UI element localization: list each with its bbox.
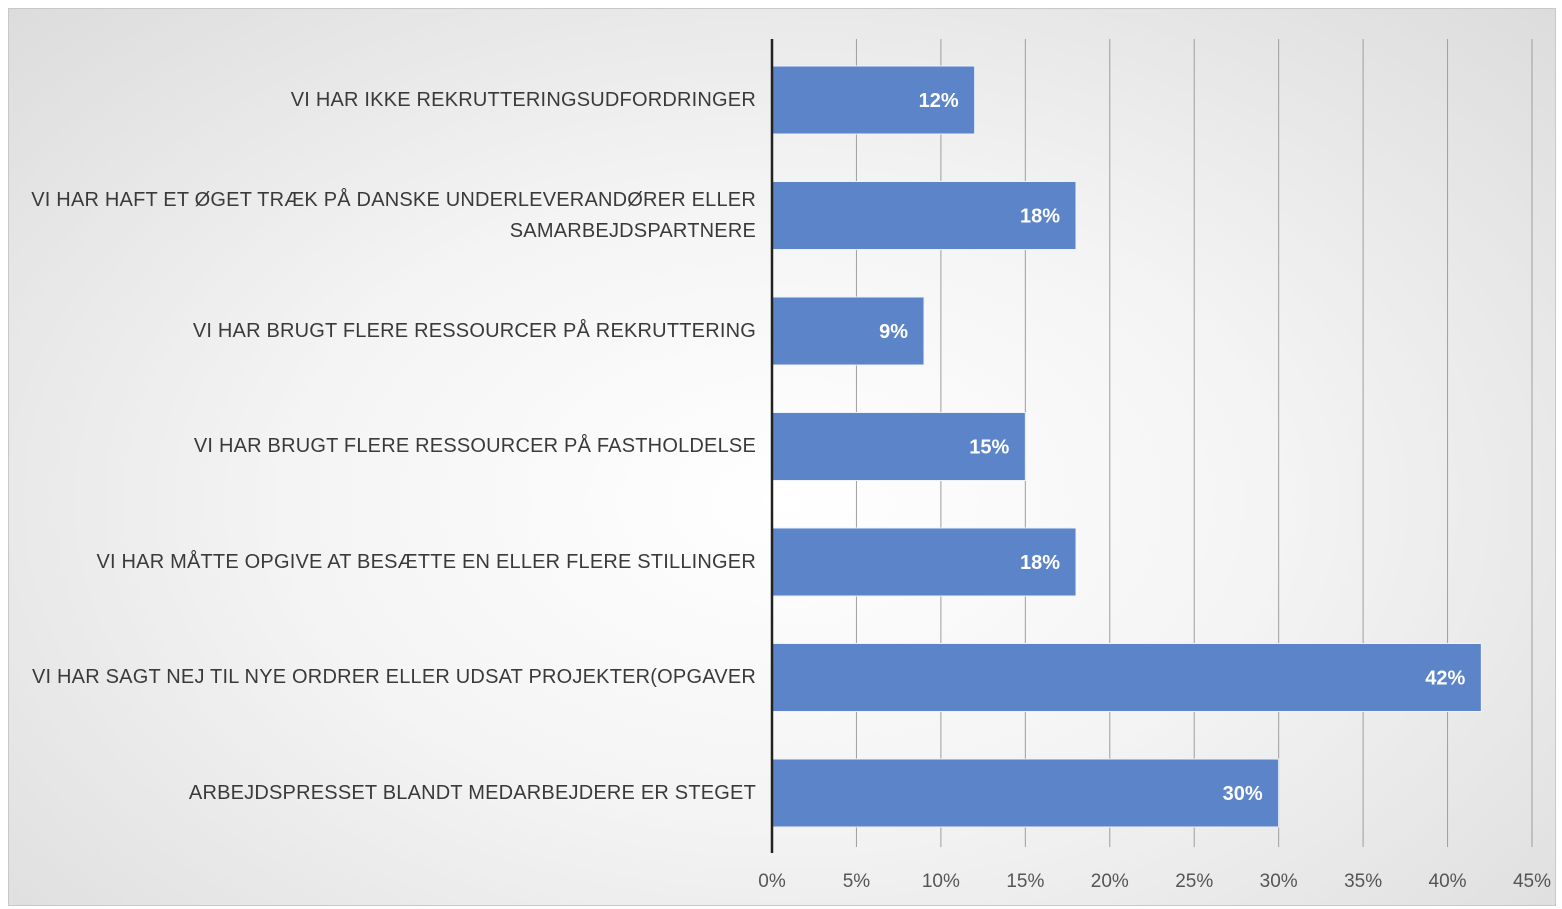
x-tick-label: 40% — [1428, 871, 1467, 892]
data-label: 42% — [1425, 668, 1465, 690]
bar — [771, 758, 1280, 828]
x-tick-label: 35% — [1344, 871, 1383, 892]
data-label: 9% — [879, 321, 908, 343]
chart-area: 12% 18% 9% 15% 18% 42% 30% 0% 5% 10% 15% 20% 25% 30%… — [8, 8, 1556, 906]
x-tick-label: 5% — [842, 871, 871, 892]
data-label: 18% — [1020, 206, 1060, 228]
category-label: VI HAR SAGT NEJ TIL NYE ORDRER ELLER UDS… — [31, 666, 756, 688]
category-label: VI HAR BRUGT FLERE RESSOURCER PÅ REKRUTT… — [192, 319, 756, 342]
x-tick-label: 15% — [1006, 871, 1045, 892]
bar — [771, 296, 925, 366]
x-tick-label: 30% — [1259, 871, 1298, 892]
x-tick-label: 10% — [921, 871, 960, 892]
data-label: 12% — [919, 90, 959, 112]
bar-chart: 12% 18% 9% 15% 18% 42% 30% — [770, 39, 1533, 853]
x-tick-label: 25% — [1175, 871, 1214, 892]
bar — [771, 527, 1077, 597]
x-tick-label: 0% — [758, 871, 786, 892]
category-label: VI HAR IKKE REKRUTTERINGSUDFORDRINGER — [290, 88, 756, 111]
data-label: 15% — [969, 437, 1009, 459]
x-tick-label: 20% — [1090, 871, 1129, 892]
category-label: VI HAR MÅTTE OPGIVE AT BESÆTTE EN ELLER … — [96, 550, 756, 573]
bar — [771, 412, 1026, 481]
category-label: ARBEJDSPRESSET BLANDT MEDARBEJDERE ER ST… — [188, 781, 756, 804]
bar — [771, 65, 976, 135]
data-label: 30% — [1223, 783, 1263, 805]
category-label: VI HAR HAFT ET ØGET TRÆK PÅ DANSKE UNDER… — [31, 188, 756, 242]
data-label: 18% — [1020, 552, 1060, 574]
bar — [771, 643, 1482, 712]
x-tick-label: 45% — [1512, 871, 1552, 892]
category-label: VI HAR BRUGT FLERE RESSOURCER PÅ FASTHOL… — [193, 435, 756, 457]
bar — [771, 181, 1077, 250]
